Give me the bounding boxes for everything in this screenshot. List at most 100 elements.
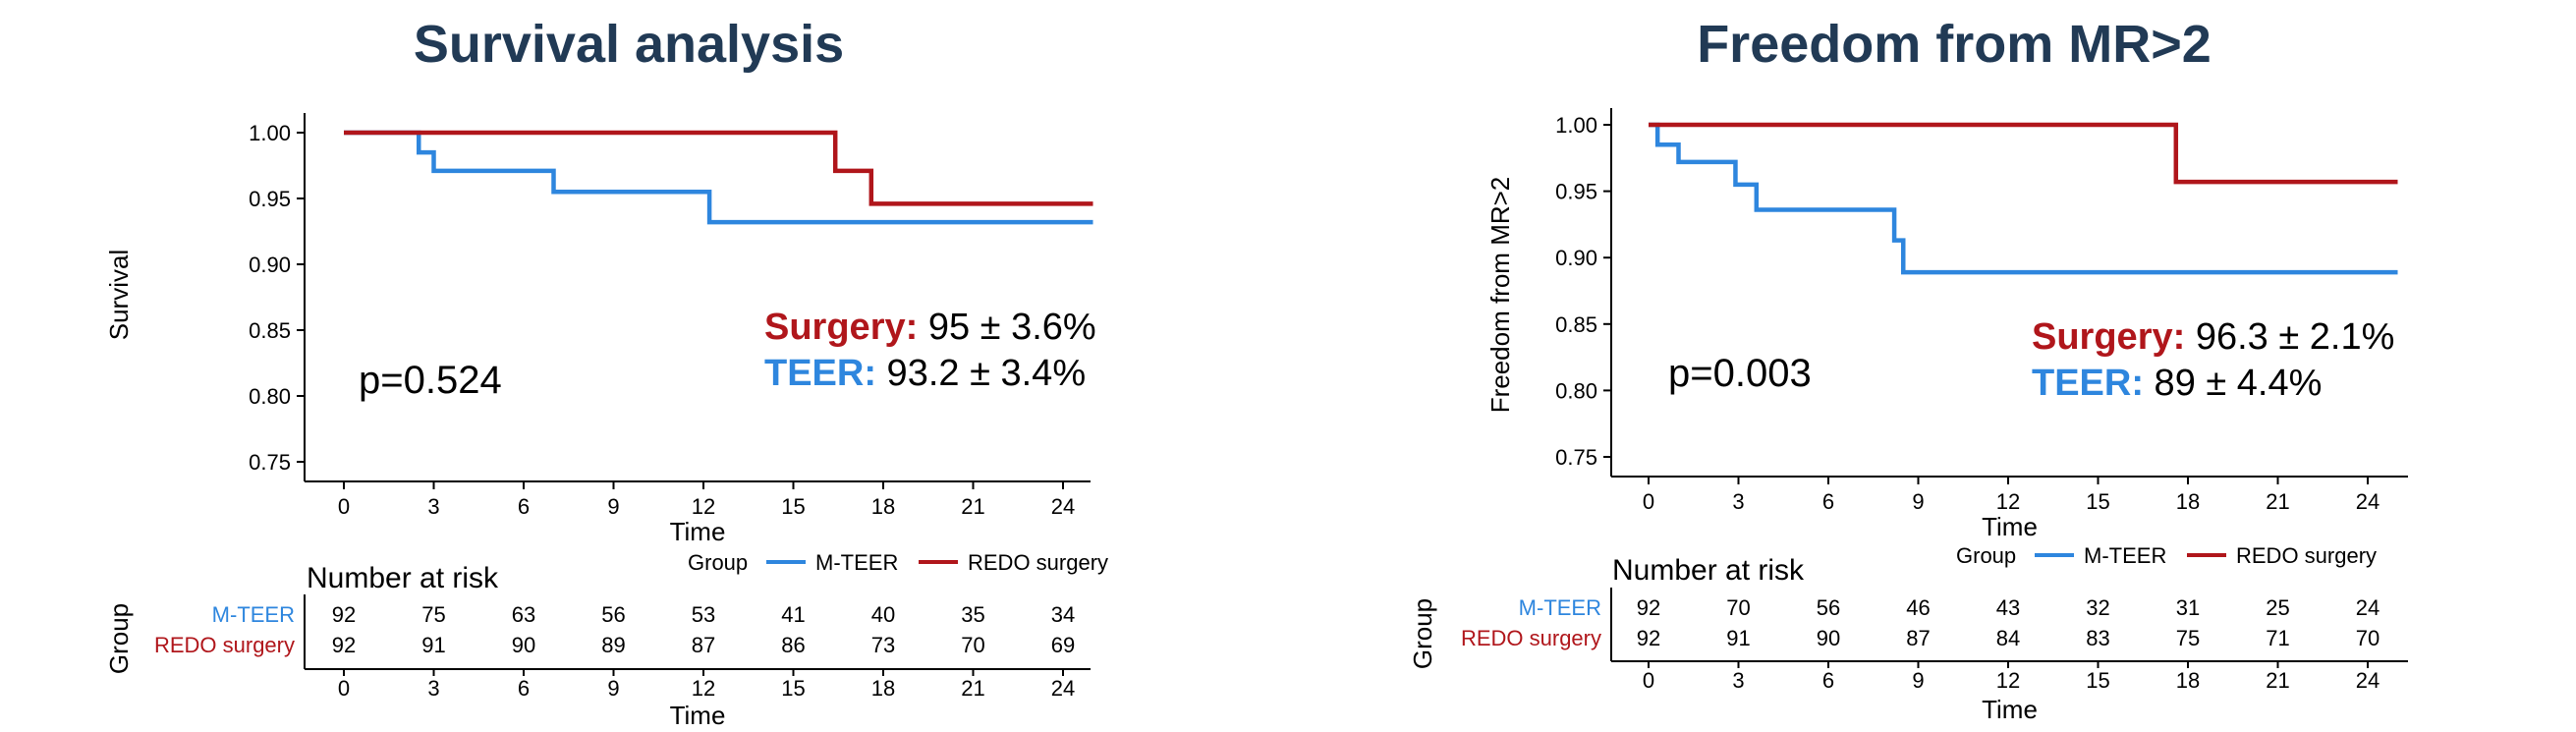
risk-count: 56	[601, 602, 625, 627]
surgery-stat: Surgery: 95 ± 3.6%	[764, 307, 1096, 348]
risk-count: 83	[2086, 626, 2109, 650]
x-tick-label: 9	[607, 494, 619, 519]
teer-series-line	[1649, 122, 2398, 275]
risk-count: 86	[781, 633, 805, 657]
x-tick-label: 15	[2086, 489, 2109, 514]
risk-count: 90	[1817, 626, 1840, 650]
freedom-chart: 0.75 0.80 0.85 0.90 0.95 1.00 0 3 6 9 12 15 18 21 24 Ti…	[1408, 108, 2408, 724]
x-tick-label: 15	[781, 494, 805, 519]
risk-count: 90	[512, 633, 535, 657]
risk-x-axis-label: Time	[670, 701, 726, 730]
risk-count: 35	[961, 602, 984, 627]
risk-count: 31	[2176, 595, 2200, 620]
risk-x-tick-label: 18	[2176, 668, 2200, 693]
risk-x-tick-label: 6	[518, 676, 530, 701]
risk-count: 92	[1637, 626, 1660, 650]
teer-stat-value: 93.2 ± 3.4%	[876, 353, 1086, 394]
y-tick-label: 1.00	[1555, 113, 1597, 138]
risk-x-tick-label: 15	[2086, 668, 2109, 693]
risk-x-tick-label: 21	[961, 676, 984, 701]
surgery-stat: Surgery: 96.3 ± 2.1%	[2032, 316, 2394, 358]
y-tick-label: 0.95	[249, 187, 291, 211]
risk-count: 40	[871, 602, 895, 627]
risk-count: 92	[332, 633, 356, 657]
risk-row-label: M-TEER	[1519, 595, 1601, 620]
risk-count: 25	[2266, 595, 2289, 620]
legend-item: REDO surgery	[2236, 543, 2377, 568]
x-tick-label: 6	[1822, 489, 1834, 514]
surgery-stat-value: 96.3 ± 2.1%	[2185, 316, 2394, 358]
risk-row-label: REDO surgery	[154, 633, 295, 657]
risk-x-tick-label: 3	[427, 676, 439, 701]
risk-count: 70	[961, 633, 984, 657]
risk-count: 91	[421, 633, 445, 657]
risk-count: 63	[512, 602, 535, 627]
risk-x-tick-label: 9	[1912, 668, 1924, 693]
y-tick-label: 0.80	[1555, 378, 1597, 403]
risk-count: 75	[2176, 626, 2200, 650]
x-tick-label: 21	[961, 494, 984, 519]
risk-x-tick-label: 9	[607, 676, 619, 701]
y-tick-label: 0.80	[249, 384, 291, 409]
risk-count: 84	[1996, 626, 2020, 650]
x-tick-label: 24	[1051, 494, 1075, 519]
surgery-stat-label: Surgery:	[2032, 316, 2185, 358]
risk-y-axis-label: Group	[104, 603, 134, 674]
risk-row-label: M-TEER	[212, 602, 295, 627]
legend-item: REDO surgery	[968, 550, 1108, 575]
p-value: p=0.003	[1668, 352, 1812, 395]
y-axis-label: Survival	[104, 250, 134, 340]
risk-count: 87	[692, 633, 715, 657]
surgery-series-line	[1649, 122, 2398, 185]
y-tick-label: 0.75	[249, 450, 291, 475]
risk-count: 46	[1906, 595, 1930, 620]
risk-count: 92	[1637, 595, 1660, 620]
risk-x-tick-label: 24	[1051, 676, 1075, 701]
x-tick-label: 9	[1912, 489, 1924, 514]
risk-count: 24	[2356, 595, 2380, 620]
legend-title: Group	[1956, 543, 2016, 568]
survival-panel: Survival analysis 0.75 0.80 0.85 0.90 0.95 1.…	[104, 15, 1108, 730]
risk-count: 87	[1906, 626, 1930, 650]
risk-count: 89	[601, 633, 625, 657]
legend-item: M-TEER	[2084, 543, 2166, 568]
panel-title: Survival analysis	[413, 15, 845, 74]
legend-item: M-TEER	[815, 550, 898, 575]
risk-row-label: REDO surgery	[1461, 626, 1601, 650]
risk-x-tick-label: 12	[692, 676, 715, 701]
risk-x-tick-label: 15	[781, 676, 805, 701]
risk-count: 75	[421, 602, 445, 627]
y-tick-label: 0.90	[249, 253, 291, 277]
risk-count: 92	[332, 602, 356, 627]
risk-x-axis-label: Time	[1982, 695, 2038, 724]
y-tick-label: 1.00	[249, 121, 291, 145]
panel-title: Freedom from MR>2	[1697, 15, 2212, 74]
x-tick-label: 3	[1732, 489, 1744, 514]
risk-count: 71	[2266, 626, 2289, 650]
legend-title: Group	[688, 550, 748, 575]
x-axis-label: Time	[670, 517, 726, 546]
teer-stat: TEER: 93.2 ± 3.4%	[764, 353, 1086, 394]
y-tick-label: 0.85	[1555, 312, 1597, 337]
risk-count: 73	[871, 633, 895, 657]
surgery-stat-value: 95 ± 3.6%	[918, 307, 1095, 348]
x-axis-label: Time	[1982, 512, 2038, 541]
x-tick-label: 3	[427, 494, 439, 519]
risk-x-tick-label: 24	[2356, 668, 2380, 693]
p-value: p=0.524	[359, 359, 502, 402]
risk-count: 56	[1817, 595, 1840, 620]
risk-count: 70	[2356, 626, 2380, 650]
y-axis-label: Freedom from MR>2	[1485, 177, 1515, 414]
survival-chart: 0.750.800.850.900.951.000 3 6 9 12 15 18 21 24Ti…	[104, 113, 1108, 730]
x-tick-label: 6	[518, 494, 530, 519]
surgery-series-line	[344, 130, 1093, 206]
risk-count: 34	[1051, 602, 1075, 627]
risk-x-tick-label: 0	[338, 676, 350, 701]
risk-count: 32	[2086, 595, 2109, 620]
risk-count: 43	[1996, 595, 2020, 620]
risk-count: 70	[1726, 595, 1750, 620]
x-tick-label: 0	[338, 494, 350, 519]
teer-stat-value: 89 ± 4.4%	[2144, 363, 2322, 404]
risk-x-tick-label: 3	[1732, 668, 1744, 693]
teer-stat-label: TEER:	[2032, 363, 2144, 404]
